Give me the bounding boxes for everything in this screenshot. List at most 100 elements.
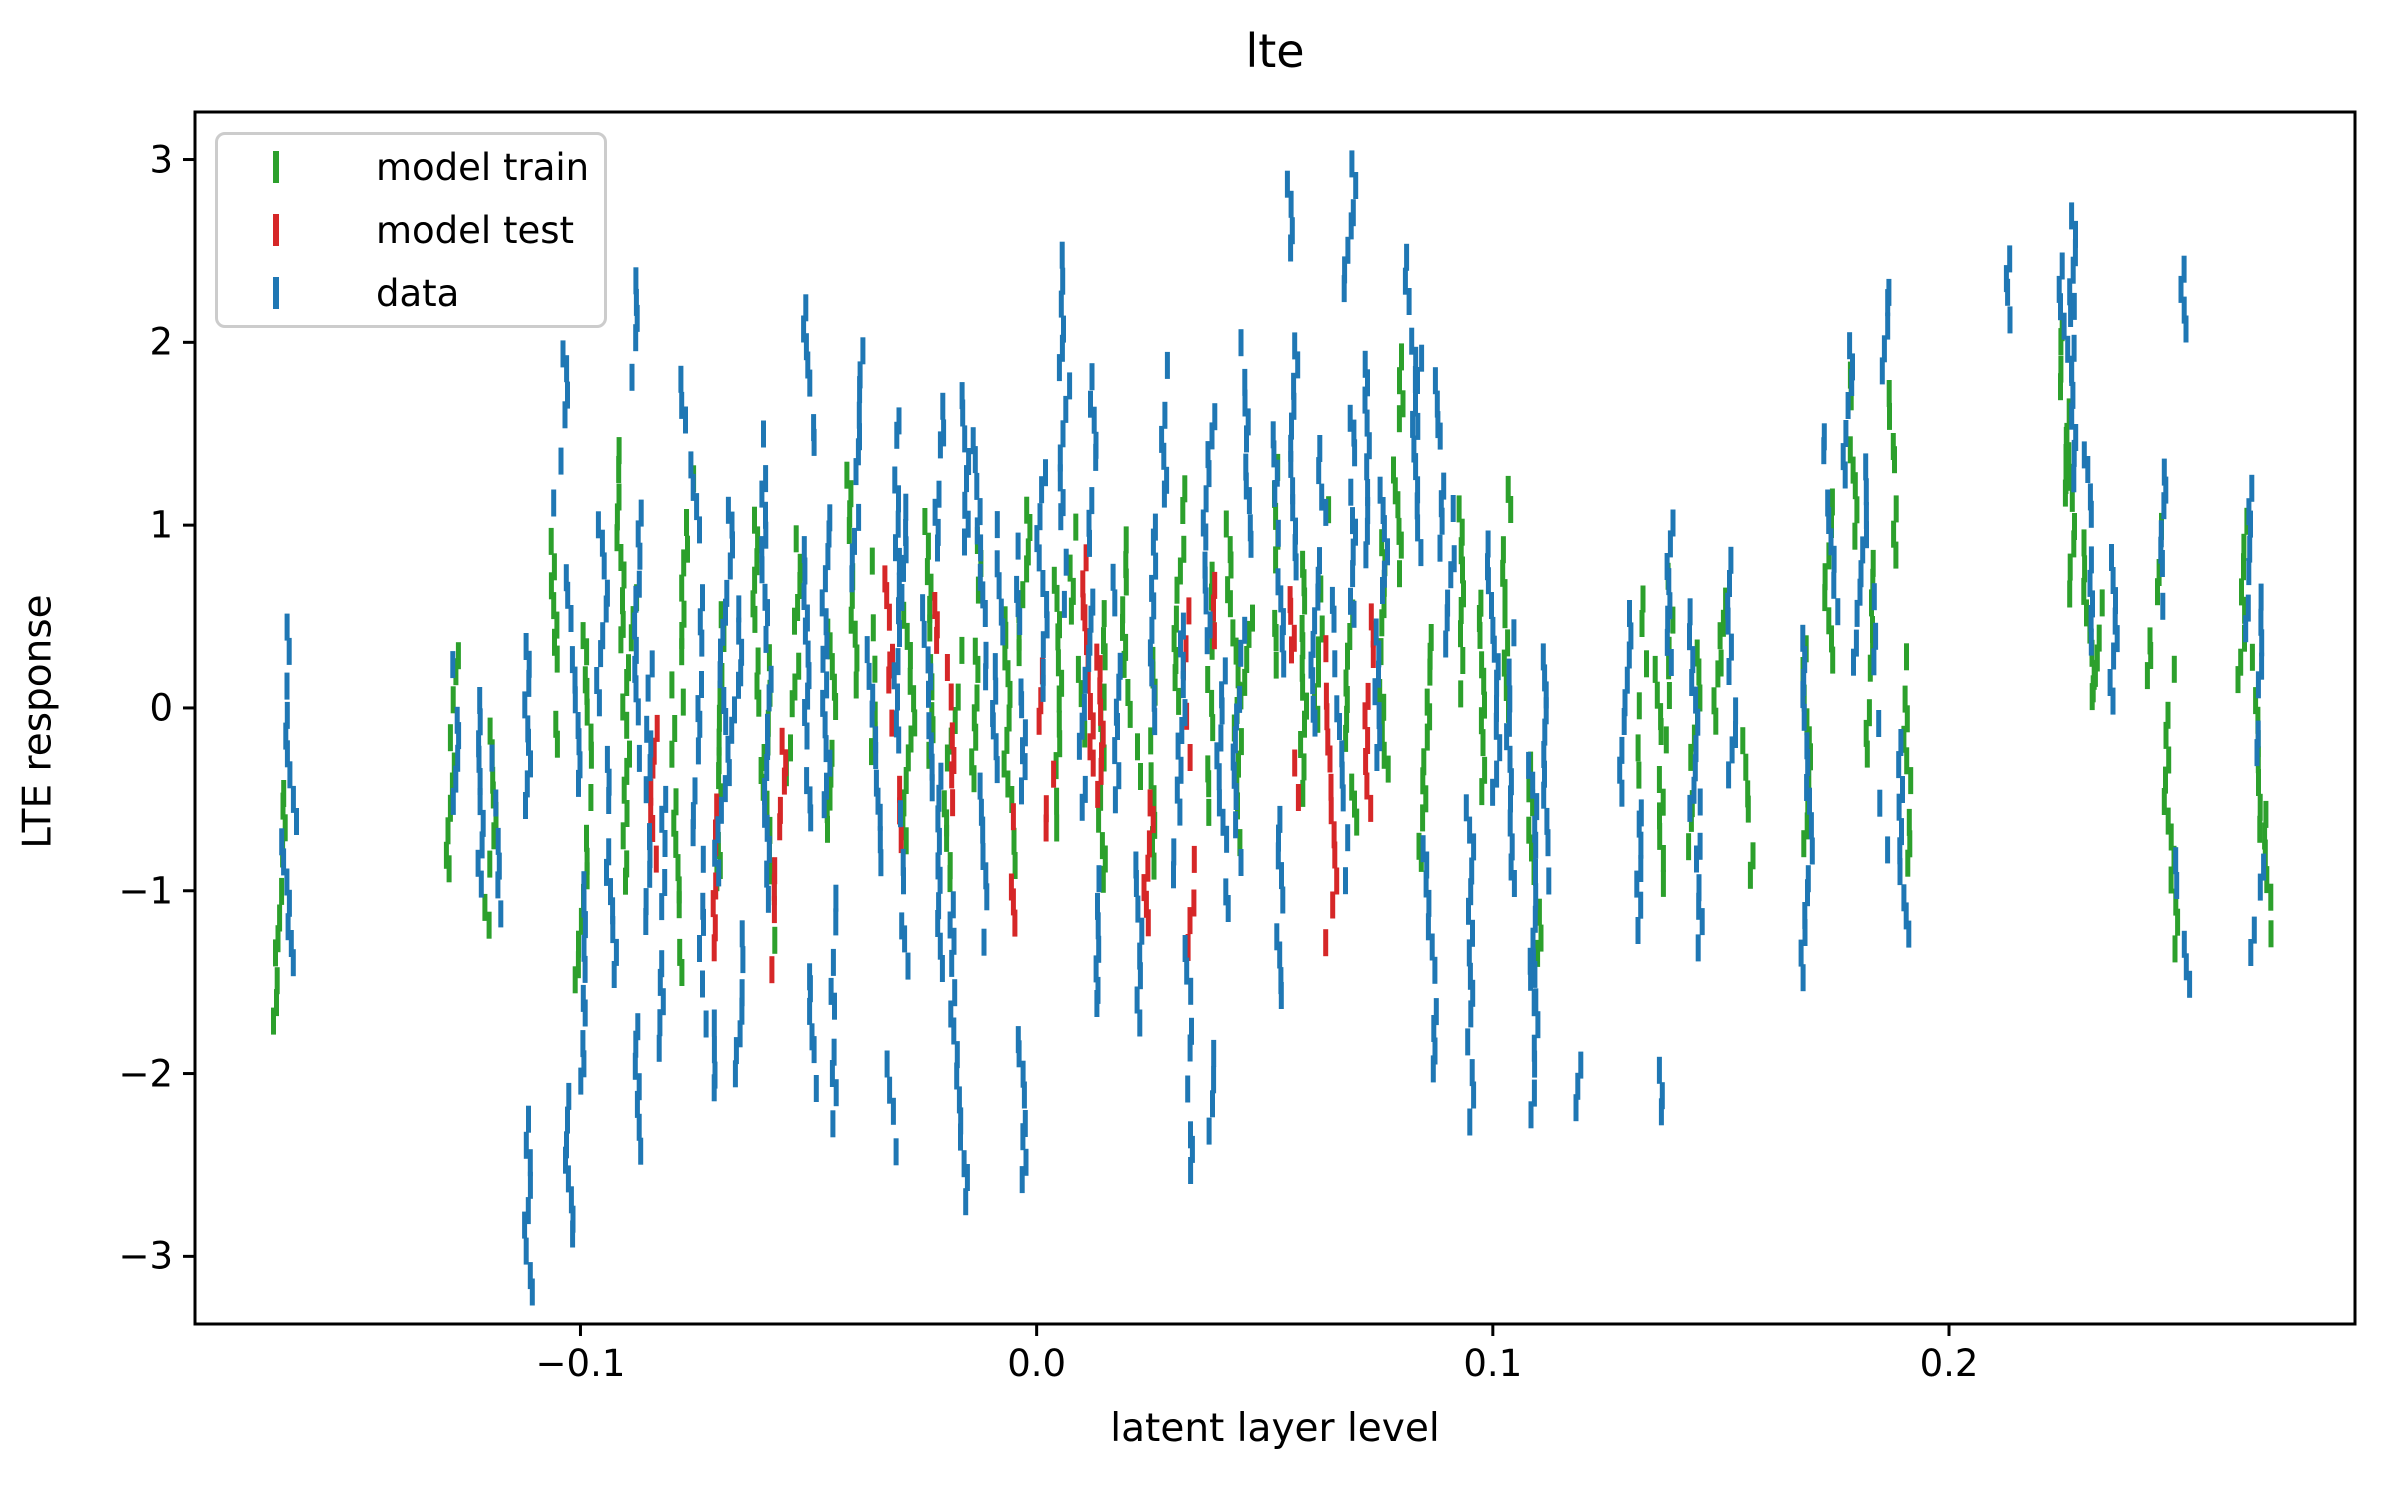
marker — [1024, 555, 1030, 583]
marker — [624, 800, 630, 827]
marker — [739, 920, 745, 948]
marker — [1892, 446, 1897, 474]
marker — [856, 401, 862, 429]
marker — [657, 1009, 663, 1037]
y-tick-label: 0 — [149, 686, 173, 730]
marker — [524, 770, 530, 798]
marker — [1057, 730, 1063, 758]
marker — [1054, 787, 1060, 815]
marker — [1191, 845, 1197, 873]
marker — [581, 890, 587, 918]
marker — [2007, 306, 2013, 334]
marker — [1302, 587, 1308, 615]
marker — [978, 798, 984, 826]
marker — [554, 730, 560, 758]
marker — [2166, 746, 2172, 774]
marker — [1380, 497, 1386, 524]
marker — [1039, 476, 1045, 504]
marker — [1543, 697, 1549, 725]
marker — [1094, 990, 1100, 1017]
marker — [1004, 726, 1010, 754]
marker — [755, 526, 761, 554]
marker — [1897, 837, 1903, 865]
marker — [1288, 234, 1294, 262]
marker — [959, 382, 965, 410]
marker — [635, 698, 641, 726]
marker — [621, 561, 627, 589]
marker — [947, 865, 953, 893]
marker — [1850, 456, 1856, 484]
marker — [669, 671, 675, 699]
marker — [972, 446, 978, 474]
marker — [1541, 781, 1547, 809]
marker — [286, 637, 292, 665]
marker — [2071, 465, 2077, 493]
marker — [1365, 727, 1371, 754]
marker — [2268, 883, 2274, 911]
marker — [1711, 687, 1717, 715]
marker — [1101, 683, 1107, 711]
marker — [826, 520, 832, 548]
marker — [1203, 485, 1209, 513]
marker — [1840, 443, 1846, 471]
marker — [820, 689, 826, 717]
marker — [1137, 1009, 1143, 1037]
marker — [669, 740, 675, 768]
marker — [1420, 804, 1426, 832]
marker — [700, 970, 705, 998]
marker — [1469, 857, 1475, 885]
marker — [730, 531, 735, 559]
marker — [1087, 693, 1093, 720]
marker — [1689, 669, 1695, 696]
marker — [1278, 585, 1284, 613]
marker — [1095, 912, 1101, 940]
marker — [901, 867, 906, 895]
marker — [1635, 917, 1641, 944]
marker — [1326, 496, 1332, 524]
marker — [1100, 720, 1106, 748]
marker — [849, 565, 855, 593]
marker — [1494, 694, 1499, 722]
marker — [680, 688, 686, 716]
marker — [1471, 833, 1477, 861]
marker — [765, 885, 771, 913]
marker — [982, 600, 988, 627]
marker — [1864, 521, 1869, 549]
marker — [1659, 1082, 1665, 1110]
marker — [1237, 685, 1243, 713]
marker — [1235, 661, 1241, 689]
marker — [1479, 651, 1485, 679]
marker — [1542, 760, 1547, 788]
marker — [1363, 748, 1369, 775]
marker — [1057, 464, 1063, 492]
marker — [1905, 849, 1911, 877]
marker — [764, 860, 770, 888]
marker — [1348, 212, 1354, 240]
marker — [2063, 444, 2069, 471]
marker — [928, 732, 934, 760]
marker — [1847, 436, 1853, 464]
marker — [558, 447, 564, 475]
marker — [636, 1113, 642, 1141]
marker — [1399, 343, 1404, 371]
marker — [2257, 815, 2263, 843]
marker — [1622, 689, 1628, 717]
marker — [679, 391, 685, 419]
marker — [2258, 608, 2264, 636]
marker — [279, 877, 285, 905]
marker — [766, 644, 772, 672]
marker — [1277, 941, 1283, 969]
marker — [1852, 522, 1858, 550]
marker — [1353, 172, 1359, 199]
marker — [1485, 553, 1490, 581]
marker — [1381, 693, 1387, 721]
marker — [1222, 657, 1228, 685]
marker — [1745, 795, 1751, 823]
marker — [1238, 329, 1244, 357]
marker — [1063, 548, 1069, 576]
marker — [897, 775, 903, 803]
marker — [660, 988, 666, 1016]
marker — [788, 734, 793, 762]
marker — [1055, 649, 1061, 677]
marker — [450, 651, 456, 679]
